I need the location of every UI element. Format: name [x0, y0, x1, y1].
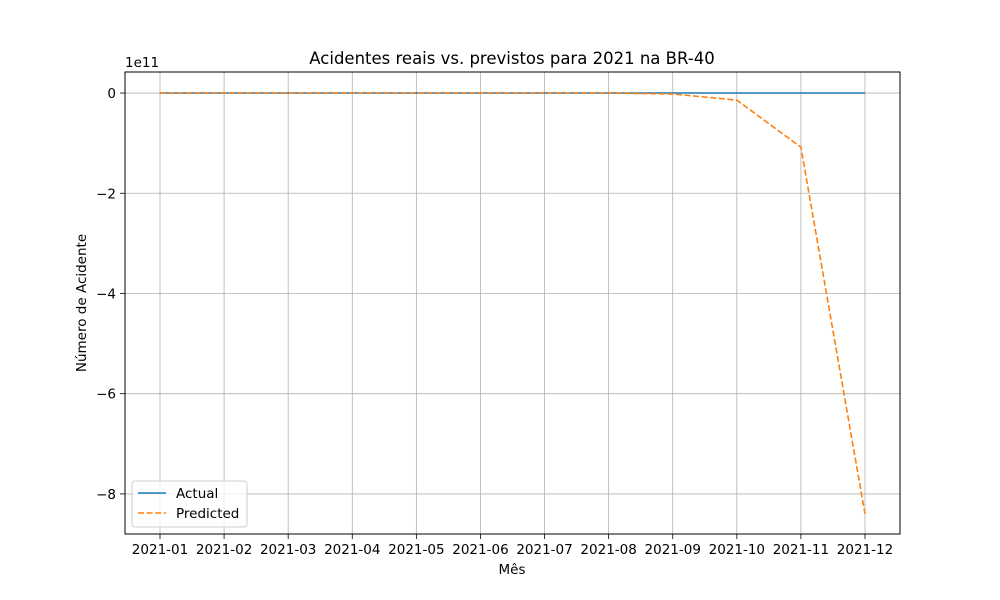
grid [125, 72, 900, 534]
x-tick-label: 2021-02 [196, 542, 252, 558]
y-tick-label: −2 [96, 186, 116, 202]
x-tick-label: 2021-10 [709, 542, 765, 558]
x-tick-label: 2021-07 [516, 542, 572, 558]
x-tick-label: 2021-04 [324, 542, 380, 558]
x-axis-label: Mês [499, 562, 526, 578]
plot-frame [124, 71, 901, 535]
legend-label-actual: Actual [176, 486, 218, 502]
y-tick-label: −6 [96, 387, 116, 403]
y-offset-label: 1e11 [125, 55, 159, 71]
legend-label-predicted: Predicted [176, 506, 239, 522]
series-line-predicted [160, 92, 866, 515]
x-tick-label: 2021-09 [645, 542, 701, 558]
x-tick-label: 2021-08 [580, 542, 636, 558]
x-tick-label: 2021-12 [837, 542, 893, 558]
chart-title: Acidentes reais vs. previstos para 2021 … [309, 49, 714, 68]
x-tick-label: 2021-03 [260, 542, 316, 558]
y-tick-label: −4 [96, 286, 116, 302]
x-tick-label: 2021-01 [132, 542, 188, 558]
series-lines [160, 92, 866, 515]
y-tick-label: −8 [96, 487, 116, 503]
x-tick-label: 2021-06 [452, 542, 508, 558]
y-axis-label: Número de Acidente [74, 234, 90, 372]
x-tick-label: 2021-11 [773, 542, 829, 558]
legend: Actual Predicted [131, 480, 248, 528]
y-ticks: 0 −2 −4 −6 −8 [96, 86, 125, 503]
x-tick-label: 2021-05 [388, 542, 444, 558]
x-ticks: 2021-01 2021-02 2021-03 2021-04 2021-05 2021-… [132, 534, 893, 558]
y-tick-label: 0 [107, 86, 116, 102]
